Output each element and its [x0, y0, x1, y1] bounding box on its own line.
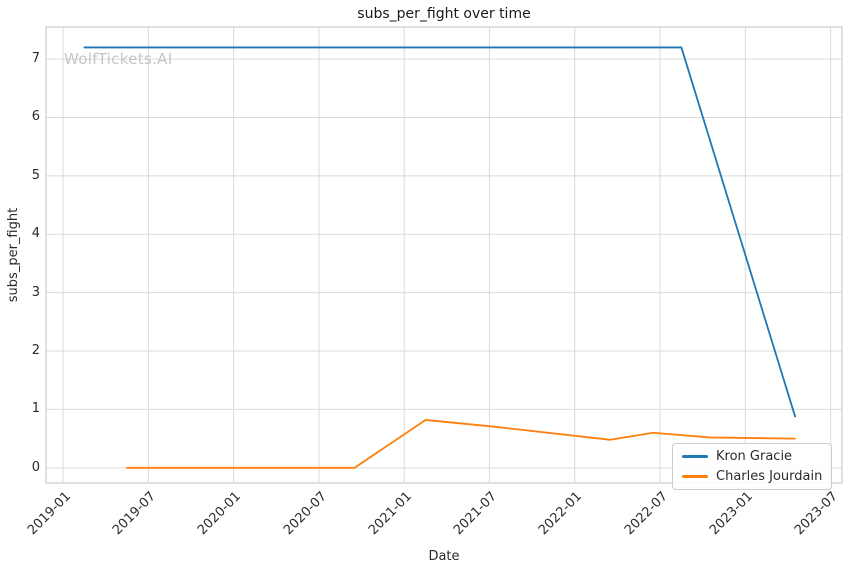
y-tick-label: 4	[31, 226, 40, 242]
legend: Kron Gracie Charles Jourdain	[672, 443, 833, 490]
legend-line-swatch-blue	[682, 455, 708, 458]
y-tick-label: 3	[31, 284, 40, 300]
legend-item-kron-gracie: Kron Gracie	[682, 449, 822, 464]
chart-title: subs_per_fight over time	[357, 6, 531, 22]
legend-line-swatch-orange	[682, 475, 708, 478]
y-tick-label: 5	[31, 167, 40, 183]
series-line-kron-gracie	[83, 46, 796, 418]
plot-frame	[45, 26, 843, 484]
y-tick-label: 2	[31, 343, 40, 359]
y-tick-label: 1	[31, 401, 40, 417]
watermark: WolfTickets.AI	[64, 50, 173, 68]
series-line-charles-jourdain	[126, 419, 796, 469]
legend-label: Charles Jourdain	[716, 469, 823, 484]
legend-item-charles-jourdain: Charles Jourdain	[682, 469, 822, 484]
x-axis-label: Date	[428, 549, 460, 564]
y-tick-label: 7	[31, 51, 40, 67]
y-tick-label: 0	[31, 459, 40, 475]
legend-label: Kron Gracie	[716, 449, 793, 464]
y-tick-label: 6	[31, 109, 40, 125]
